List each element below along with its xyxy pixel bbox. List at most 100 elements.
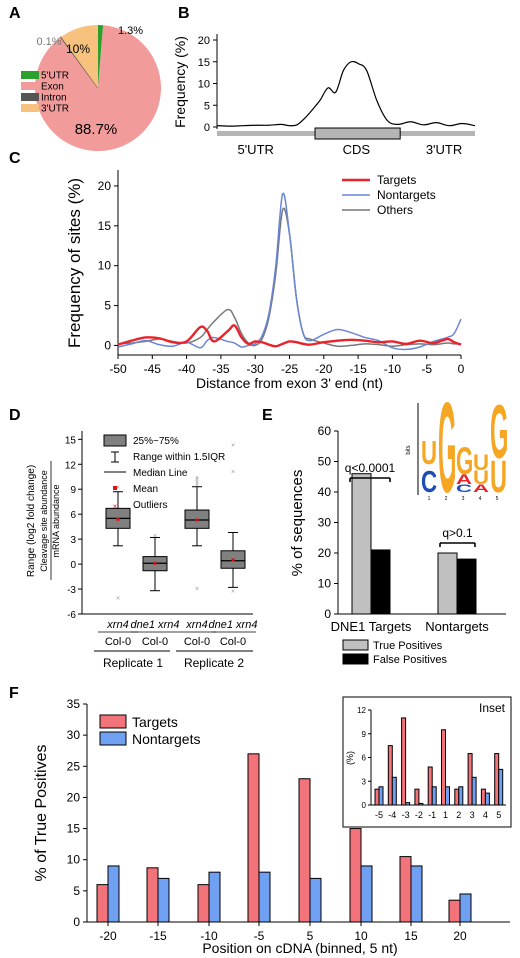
c-ytick-label-1: 5 (104, 299, 111, 313)
f-inset-ytick-label-4: 12 (357, 706, 366, 715)
e-bar-true-positives-0 (351, 473, 372, 615)
d-ytick-label-5: 9 (70, 485, 76, 496)
d-legend-label-1: Range within 1.5IQR (133, 452, 225, 463)
b-ytick-label-0: 0 (204, 122, 210, 134)
panel-letter-f: F (9, 685, 19, 702)
c-xtick-label-6: -20 (315, 362, 333, 376)
e-legend-swatch-0 (342, 639, 369, 651)
e-ytick-label-4: 40 (318, 485, 332, 499)
e-logo-position-3: 4 (479, 496, 482, 502)
pie-label-intron: 0.1% (36, 36, 61, 48)
f-ytick-label-7: 35 (67, 697, 81, 711)
f-bar-nontargets-6 (410, 865, 423, 923)
d-legend-label-3: Mean (133, 484, 158, 495)
d-group2-label-1: Col-0 (142, 636, 168, 648)
f-ytick-label-2: 10 (67, 853, 81, 867)
e-logo-letter-0: U (421, 435, 437, 473)
d-outlier-2-2: × (195, 477, 199, 484)
f-inset-bar-targets-1 (387, 745, 393, 806)
f-inset-bar-nontargets-5 (445, 786, 450, 806)
c-legend-label-1: Nontargets (377, 188, 436, 202)
pie-legend-label-2: Intron (41, 93, 67, 104)
f-bar-targets-4 (298, 778, 311, 923)
panel-letter-c: C (9, 150, 21, 167)
e-logo-letter-8: A (473, 482, 489, 495)
e-logo-letter-1: C (421, 465, 437, 499)
d-replicate2-label: Replicate 2 (184, 656, 244, 670)
e-logo-letter-6: U (473, 450, 489, 475)
c-legend-label-2: Others (377, 203, 413, 217)
e-ylabel: % of sequences (289, 470, 306, 577)
e-logo-position-4: 5 (496, 496, 499, 502)
f-bar-targets-7 (448, 899, 461, 923)
panel-letter-d: D (9, 407, 21, 424)
pie-legend-swatch-2 (21, 93, 39, 101)
e-logo-letter-2: G (438, 378, 456, 520)
e-logo-letter-3: G (456, 438, 473, 482)
d-ylabel-den: mRNA abundance (51, 484, 61, 557)
d-group2-label-3: Col-0 (220, 636, 246, 648)
b-frequency-line (216, 60, 476, 127)
pie-slice-5utr (98, 25, 104, 88)
d-ylabel-num: Cleavage site abundance (39, 470, 49, 572)
f-inset-frame (342, 696, 512, 828)
c-xtick-label-7: -15 (349, 362, 367, 376)
e-ytick-label-5: 50 (318, 455, 332, 469)
f-inset-ytick-label-0: 0 (362, 801, 367, 810)
f-inset-xtick-label-8: 4 (483, 810, 488, 820)
f-bar-nontargets-7 (459, 893, 472, 923)
e-legend-swatch-1 (342, 653, 369, 665)
d-mean-0 (116, 517, 120, 521)
d-ytick-label-2: 0 (70, 560, 76, 571)
pie-label-3utr: 10% (66, 42, 90, 56)
d-ytick-label-0: -6 (67, 610, 76, 621)
e-ytick-label-1: 10 (318, 577, 332, 591)
pie-legend-label-3: 3'UTR (41, 104, 69, 115)
f-inset-bar-nontargets-4 (431, 786, 437, 806)
e-bar-false-positives-1 (456, 558, 477, 615)
panel-letter-a: A (9, 5, 21, 22)
b-region-5utr: 5'UTR (237, 142, 273, 157)
e-bracket-1-label: q>0.1 (442, 526, 473, 540)
d-legend-label-2: Median Line (133, 468, 188, 479)
d-outlier-2-0: × (195, 482, 199, 489)
e-legend-label-0: True Positives (373, 640, 443, 652)
d-group1-label-0: xrn4 (106, 619, 128, 631)
pie-slice-exon (35, 25, 161, 152)
e-logo-letter-7: U (473, 467, 489, 488)
f-ytick-label-4: 20 (67, 790, 81, 804)
d-mean-2 (195, 518, 199, 522)
f-bar-nontargets-3 (258, 871, 271, 923)
d-group2-label-0: Col-0 (105, 636, 131, 648)
c-xtick-label-10: 0 (458, 362, 465, 376)
d-replicate1-label: Replicate 1 (103, 656, 163, 670)
panel-letter-e: E (262, 407, 273, 424)
d-mean-3 (231, 558, 235, 562)
f-inset-bar-targets-0 (374, 788, 380, 806)
d-outlier-0-1: × (116, 595, 120, 602)
f-inset-bar-nontargets-1 (391, 776, 397, 806)
d-ytick-label-3: 3 (70, 535, 76, 546)
f-xtick-label-6: 15 (404, 929, 418, 943)
f-bar-targets-5 (349, 828, 362, 923)
f-inset-ytick-label-2: 6 (362, 754, 367, 763)
f-inset-bar-nontargets-8 (484, 792, 490, 806)
f-inset-ytick-label-1: 3 (362, 777, 367, 786)
e-bar-false-positives-0 (370, 549, 391, 615)
f-bar-targets-6 (399, 856, 412, 923)
pie-legend-label-0: 5'UTR (41, 71, 69, 82)
f-ytick-label-5: 25 (67, 759, 81, 773)
f-ytick-label-6: 30 (67, 728, 81, 742)
f-inset-xtick-label-4: -1 (428, 810, 436, 820)
e-logo-position-2: 3 (462, 496, 465, 502)
c-xtick-label-3: -35 (212, 362, 230, 376)
pie-slice-3utr (61, 25, 98, 88)
pie-legend-swatch-3 (21, 104, 39, 112)
d-group1-label-2: xrn4 (185, 619, 207, 631)
f-bar-nontargets-4 (309, 877, 322, 923)
f-ytick-label-1: 5 (73, 884, 80, 898)
f-inset-bar-targets-3 (414, 788, 420, 806)
b-ytick-label-3: 15 (198, 57, 210, 69)
pie-legend-swatch-1 (21, 82, 39, 90)
f-legend-label-1: Nontargets (132, 731, 200, 747)
